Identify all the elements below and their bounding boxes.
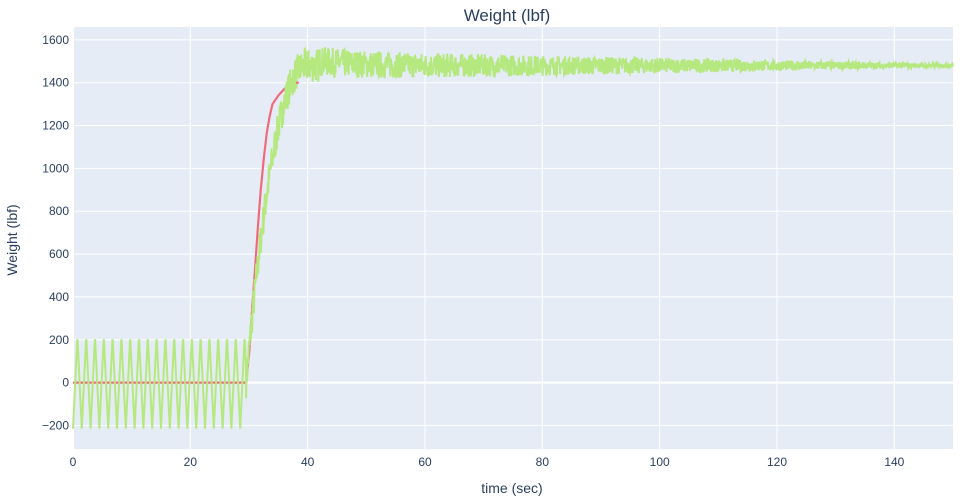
y-tick-label: 0	[62, 376, 69, 390]
x-tick-label: 40	[301, 455, 315, 469]
x-axis-title: time (sec)	[481, 480, 542, 496]
y-tick-label: 600	[49, 247, 69, 261]
y-tick-label: 1400	[42, 76, 69, 90]
plot-area	[73, 27, 953, 449]
y-tick-label: 800	[49, 204, 69, 218]
x-tick-label: 60	[418, 455, 432, 469]
x-tick-label: 0	[70, 455, 77, 469]
x-tick-label: 100	[650, 455, 670, 469]
x-tick-label: 120	[767, 455, 787, 469]
y-tick-label: 1200	[42, 119, 69, 133]
series-layer	[72, 46, 954, 429]
x-tick-label: 140	[884, 455, 904, 469]
y-tick-label: −200	[42, 418, 69, 432]
x-tick-label: 80	[536, 455, 550, 469]
chart-title: Weight (lbf)	[464, 6, 551, 25]
y-axis-title: Weight (lbf)	[4, 204, 20, 275]
series-line-raw	[72, 46, 954, 429]
y-tick-label: 1000	[42, 161, 69, 175]
y-tick-label: 200	[49, 333, 69, 347]
grid-lines	[72, 27, 953, 449]
x-tick-label: 20	[184, 455, 198, 469]
y-tick-label: 1600	[42, 33, 69, 47]
y-tick-label: 400	[49, 290, 69, 304]
tick-labels: 0 20 40 60 80 100 120 140 −200 0 200 400 600 800 1000 1…	[42, 33, 905, 469]
